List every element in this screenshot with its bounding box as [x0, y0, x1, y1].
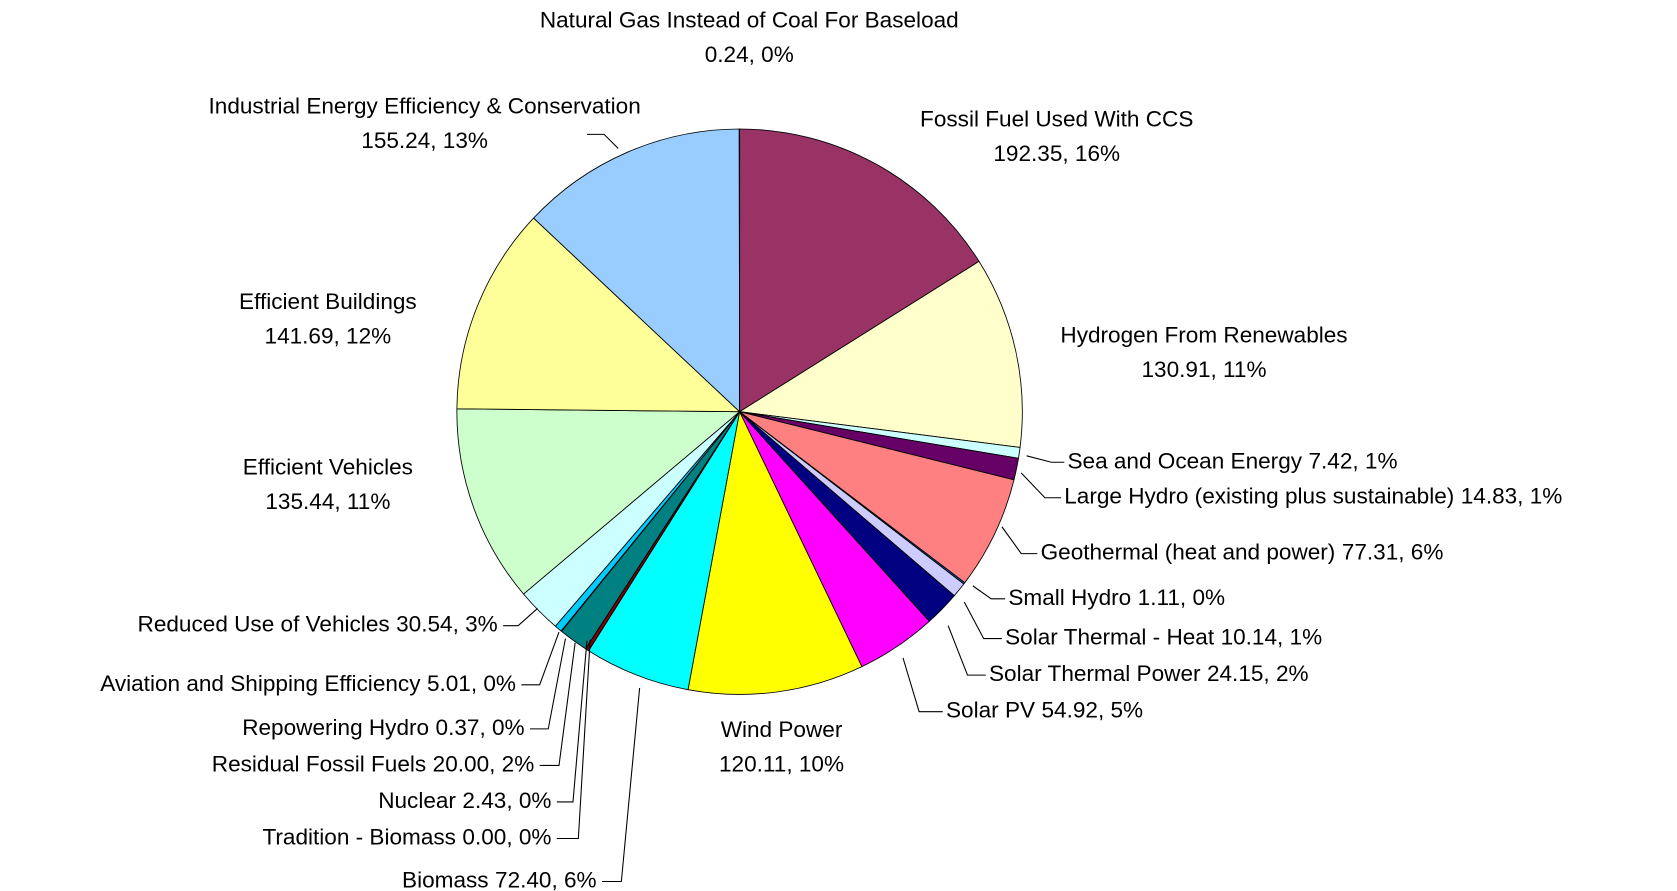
slice-label: Residual Fossil Fuels 20.00, 2%	[212, 751, 534, 776]
slice-label: Sea and Ocean Energy 7.42, 1%	[1067, 448, 1397, 473]
slice-value-label: 155.24, 13%	[361, 128, 488, 153]
pie-slice	[532, 128, 741, 413]
slice-label: Geothermal (heat and power) 77.31, 6%	[1041, 540, 1444, 565]
slice-value-label: 130.91, 11%	[1141, 357, 1266, 382]
slice-label: Repowering Hydro 0.37, 0%	[242, 715, 524, 740]
slice-name: Industrial Energy Efficiency & Conservat…	[209, 93, 641, 118]
slice-label: Natural Gas Instead of Coal For Baseload…	[540, 7, 959, 66]
leader-line	[963, 601, 1002, 640]
slice-name: Efficient Vehicles	[243, 455, 413, 480]
slice-value-label: 10.14, 1%	[1221, 625, 1323, 650]
slice-label: Tradition - Biomass 0.00, 0%	[262, 824, 551, 849]
slice-name: Geothermal (heat and power)	[1041, 540, 1336, 565]
leader-line	[1020, 472, 1062, 499]
slice-value-label: 5.01, 0%	[427, 671, 516, 696]
slice-label: Fossil Fuel Used With CCS 192.35, 16%	[920, 106, 1193, 165]
pie-slice	[687, 410, 863, 695]
slice-label: Biomass 72.40, 6%	[402, 867, 597, 891]
slice-name: Sea and Ocean Energy	[1067, 448, 1302, 473]
slice-name: Repowering Hydro	[242, 715, 429, 740]
slice-name: Small Hydro	[1008, 585, 1131, 610]
slice-value-label: 192.35, 16%	[993, 141, 1120, 166]
pie-slice	[739, 128, 980, 413]
slice-label: Efficient Vehicles 135.44, 11%	[243, 455, 413, 514]
slice-label: Wind Power 120.11, 10%	[719, 717, 844, 776]
slice-name: Nuclear	[378, 788, 456, 813]
slice-value-label: 7.42, 1%	[1308, 448, 1397, 473]
leader-line	[947, 625, 986, 676]
slice-label: Aviation and Shipping Efficiency 5.01, 0%	[100, 671, 516, 696]
leader-line	[602, 687, 641, 883]
slice-label: Efficient Buildings 141.69, 12%	[239, 289, 417, 348]
slice-value-label: 141.69, 12%	[265, 324, 392, 349]
leader-line	[902, 657, 943, 713]
slice-value-label: 20.00, 2%	[433, 751, 535, 776]
slice-value-label: 0.37, 0%	[436, 715, 525, 740]
slice-name: Wind Power	[721, 717, 843, 742]
slice-value-label: 30.54, 3%	[396, 612, 498, 637]
slice-name: Tradition - Biomass	[262, 824, 456, 849]
slice-label: Nuclear 2.43, 0%	[378, 788, 551, 813]
leader-line	[529, 638, 566, 730]
slice-name: Hydrogen From Renewables	[1060, 322, 1347, 347]
slice-label: Solar Thermal - Heat 10.14, 1%	[1005, 625, 1322, 650]
slice-label: Large Hydro (existing plus sustainable) 1…	[1064, 484, 1562, 509]
slice-value-label: 0.24, 0%	[705, 42, 794, 67]
slice-name: Residual Fossil Fuels	[212, 751, 426, 776]
slice-name: Biomass	[402, 867, 489, 891]
slice-value-label: 77.31, 6%	[1342, 540, 1444, 565]
slice-name: Aviation and Shipping Efficiency	[100, 671, 421, 696]
leader-line	[521, 631, 560, 686]
pie-slice	[456, 217, 741, 413]
pie-slice	[456, 408, 741, 595]
slice-value-label: 54.92, 5%	[1041, 698, 1143, 723]
slice-value-label: 135.44, 11%	[265, 489, 390, 514]
slice-label: Hydrogen From Renewables 130.91, 11%	[1060, 322, 1347, 381]
slice-name: Solar PV	[946, 698, 1035, 723]
slice-label: Solar PV 54.92, 5%	[946, 698, 1143, 723]
slice-name: Large Hydro (existing plus sustainable)	[1064, 484, 1454, 509]
slice-name: Efficient Buildings	[239, 289, 417, 314]
slice-name: Fossil Fuel Used With CCS	[920, 106, 1193, 131]
leader-line	[1026, 455, 1065, 463]
slice-name: Solar Thermal - Heat	[1005, 625, 1215, 650]
leader-line	[503, 608, 538, 627]
slice-value-label: 1.11, 0%	[1138, 585, 1225, 610]
pie-slice	[739, 411, 1015, 584]
slice-label: Reduced Use of Vehicles 30.54, 3%	[138, 612, 498, 637]
leader-line	[586, 133, 619, 149]
slice-name: Natural Gas Instead of Coal For Baseload	[540, 7, 959, 32]
slice-value-label: 72.40, 6%	[495, 867, 597, 891]
slice-value-label: 2.43, 0%	[462, 788, 551, 813]
slice-label: Industrial Energy Efficiency & Conservat…	[209, 93, 641, 152]
slice-name: Reduced Use of Vehicles	[138, 612, 390, 637]
slice-value-label: 24.15, 2%	[1207, 661, 1309, 686]
leader-line	[539, 642, 576, 766]
slice-label: Small Hydro 1.11, 0%	[1008, 585, 1225, 610]
leader-line	[972, 585, 1006, 600]
slice-name: Solar Thermal Power	[989, 661, 1201, 686]
slice-value-label: 14.83, 1%	[1461, 484, 1563, 509]
pie-chart: Fossil Fuel Used With CCS 192.35, 16% Hydr…	[100, 7, 1562, 891]
pie-slice	[738, 260, 1023, 448]
slice-label: Solar Thermal Power 24.15, 2%	[989, 661, 1309, 686]
leader-line	[1001, 526, 1038, 555]
slice-value-label: 0.00, 0%	[462, 824, 551, 849]
leader-line	[556, 639, 591, 840]
slice-value-label: 120.11, 10%	[719, 751, 844, 776]
leader-line	[556, 640, 588, 803]
